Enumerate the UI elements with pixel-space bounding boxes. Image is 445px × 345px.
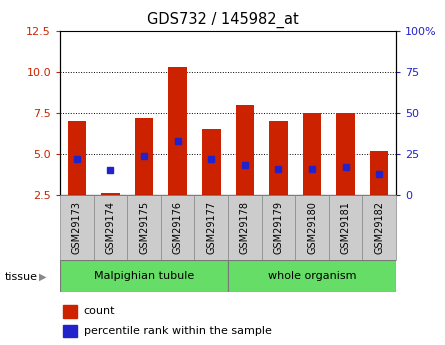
Bar <box>60 195 94 260</box>
Bar <box>370 151 388 195</box>
Bar <box>228 195 262 260</box>
Text: GSM29176: GSM29176 <box>173 201 182 254</box>
Bar <box>228 260 396 292</box>
Bar <box>68 121 86 195</box>
Bar <box>161 195 194 260</box>
Bar <box>362 195 396 260</box>
Bar <box>303 113 321 195</box>
Bar <box>127 195 161 260</box>
Text: GSM29175: GSM29175 <box>139 201 149 254</box>
Bar <box>329 195 363 260</box>
Bar <box>60 260 228 292</box>
Text: GSM29182: GSM29182 <box>374 201 384 254</box>
Bar <box>336 113 355 195</box>
Bar <box>235 105 254 195</box>
Bar <box>64 325 77 337</box>
Bar <box>194 195 228 260</box>
Bar <box>168 67 187 195</box>
Text: GSM29181: GSM29181 <box>341 201 351 254</box>
Bar <box>269 121 288 195</box>
Text: GSM29178: GSM29178 <box>240 201 250 254</box>
Text: GSM29174: GSM29174 <box>105 201 115 254</box>
Text: whole organism: whole organism <box>268 271 356 281</box>
Bar <box>94 195 127 260</box>
Bar <box>202 129 221 195</box>
Text: percentile rank within the sample: percentile rank within the sample <box>84 326 271 336</box>
Bar <box>262 195 295 260</box>
Text: tissue: tissue <box>4 272 37 282</box>
Text: ▶: ▶ <box>39 272 46 282</box>
Text: GSM29173: GSM29173 <box>72 201 82 254</box>
Bar <box>135 118 154 195</box>
Text: count: count <box>84 306 115 316</box>
Bar <box>295 195 329 260</box>
Text: GSM29179: GSM29179 <box>274 201 283 254</box>
Text: GSM29180: GSM29180 <box>307 201 317 254</box>
Text: GSM29177: GSM29177 <box>206 201 216 254</box>
Bar <box>101 193 120 197</box>
Text: GDS732 / 145982_at: GDS732 / 145982_at <box>146 12 299 28</box>
Text: Malpighian tubule: Malpighian tubule <box>94 271 194 281</box>
Bar <box>64 305 77 317</box>
